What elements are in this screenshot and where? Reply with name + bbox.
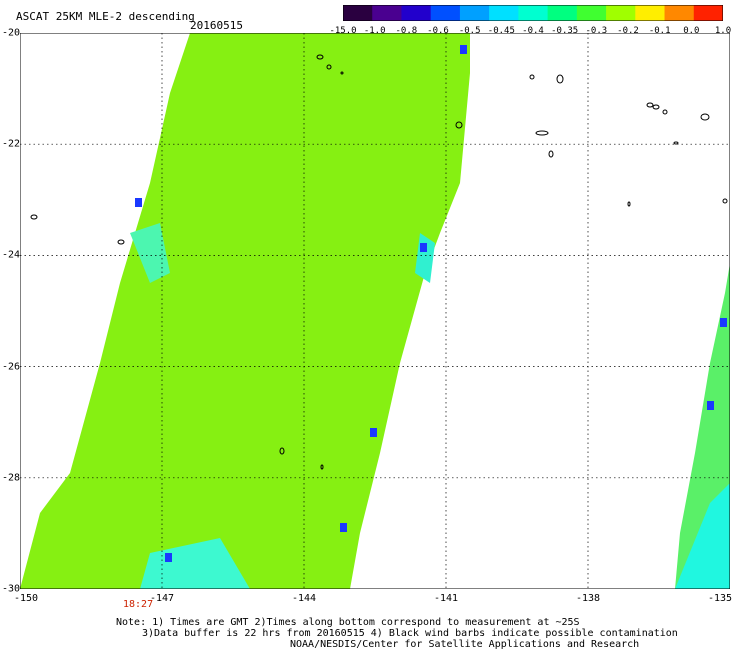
gridlines	[20, 33, 730, 589]
colorbar-label: -0.5	[458, 26, 481, 36]
note-line-1: Note: 1) Times are GMT 2)Times along bot…	[116, 617, 580, 628]
colorbar-segment	[693, 5, 723, 21]
swath-edge-cyan	[130, 223, 170, 283]
low-value-pixel	[460, 45, 467, 54]
longitude-label: -135	[707, 593, 733, 604]
colorbar-label: -0.6	[427, 26, 449, 36]
ascat-swaths	[20, 33, 730, 589]
latitude-label: -22	[2, 138, 21, 150]
low-value-pixel	[707, 401, 714, 410]
latitude-label: -30	[2, 583, 21, 595]
island-outline	[722, 198, 728, 204]
island-outline	[548, 150, 554, 158]
low-value-pixel	[720, 318, 727, 327]
island-outline	[326, 64, 332, 70]
colorbar-label: -0.2	[617, 26, 639, 36]
map-title: ASCAT 25KM MLE-2 descending	[16, 10, 195, 23]
colorbar-label: -0.3	[585, 26, 608, 36]
island-outline	[662, 109, 668, 115]
colorbar-segment	[518, 5, 549, 21]
island-outline	[535, 130, 549, 136]
low-value-pixel	[370, 428, 377, 437]
island-outline	[652, 104, 660, 110]
colorbar-label: -0.45	[487, 26, 515, 36]
colorbar-label: -0.35	[551, 26, 579, 36]
longitude-label: -141	[433, 593, 459, 604]
map-date: 20160515	[190, 19, 243, 32]
longitude-label: -138	[575, 593, 601, 604]
latitude-label: -20	[2, 27, 21, 39]
right-swath-cyan	[675, 483, 730, 589]
island-outline	[556, 74, 564, 84]
latitude-label: -24	[2, 249, 21, 261]
low-value-pixel	[420, 243, 427, 252]
island-outline	[30, 214, 38, 220]
colorbar-segment	[430, 5, 461, 21]
colorbar-label: -1.0	[363, 26, 386, 36]
colorbar-segment	[606, 5, 636, 21]
main-swath	[20, 33, 470, 589]
colorbar-label: -0.8	[395, 26, 418, 36]
colorbar	[343, 5, 723, 21]
island-outline	[673, 141, 679, 145]
island-outlines	[30, 54, 728, 470]
colorbar-segment	[664, 5, 695, 21]
colorbar-segment	[459, 5, 490, 21]
island-outline	[117, 239, 125, 245]
island-outline	[529, 74, 535, 80]
map-plot	[20, 33, 730, 589]
island-outline	[320, 464, 324, 470]
latitude-label: -26	[2, 361, 21, 373]
colorbar-label: -0.1	[648, 26, 671, 36]
colorbar-label: -15.0	[329, 26, 357, 36]
island-outline	[646, 102, 654, 108]
island-outline	[279, 447, 285, 455]
colorbar-label: 1.0	[714, 26, 732, 36]
colorbar-label: 0.0	[683, 26, 700, 36]
note-line-3: NOAA/NESDIS/Center for Satellite Applica…	[290, 639, 640, 650]
longitude-label: -150	[13, 593, 39, 604]
colorbar-segment	[635, 5, 666, 21]
colorbar-segment	[489, 5, 519, 21]
colorbar-segment	[401, 5, 432, 21]
low-value-pixel	[165, 553, 172, 562]
swath-edge-cyan	[140, 538, 250, 589]
colorbar-segment	[547, 5, 578, 21]
island-outline	[700, 113, 710, 121]
colorbar-label: -0.4	[522, 26, 544, 36]
island-outline	[455, 121, 463, 129]
longitude-label: -147	[149, 593, 175, 604]
colorbar-segment	[576, 5, 607, 21]
low-value-pixel	[135, 198, 142, 207]
swath-time-label: 18:27	[123, 599, 154, 610]
island-outline	[316, 54, 324, 60]
island-outline	[627, 201, 631, 207]
latitude-label: -28	[2, 472, 21, 484]
note-line-2: 3)Data buffer is 22 hrs from 20160515 4)…	[142, 628, 678, 639]
island-outline	[340, 71, 344, 75]
colorbar-segment	[372, 5, 402, 21]
longitude-label: -144	[291, 593, 317, 604]
low-value-pixel	[340, 523, 347, 532]
colorbar-segment	[343, 5, 373, 21]
